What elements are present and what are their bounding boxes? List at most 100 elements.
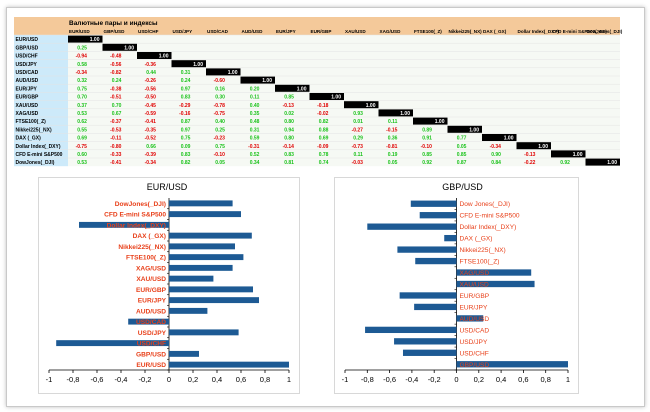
matrix-cell-value: 0.29 [353, 136, 363, 142]
matrix-row-label: USD/CHF [16, 54, 38, 60]
matrix-row-label: FTSE100(_Z) [16, 119, 47, 125]
bar [128, 318, 169, 325]
category-label: EUR/JPY [138, 298, 167, 305]
matrix-diagonal-cell [275, 84, 310, 92]
matrix-cell-value: 0.20 [250, 86, 260, 92]
matrix-cell-value: 0.75 [215, 144, 225, 150]
x-tick-label: 0,2 [188, 375, 198, 384]
bar [456, 315, 484, 322]
matrix-cell-value: 0.69 [77, 136, 87, 142]
matrix-cell-value: 0.89 [422, 127, 432, 133]
matrix-cell-value: 0.80 [284, 119, 294, 125]
matrix-cell-value: -0.34 [490, 144, 502, 150]
matrix-cell-value: -0.29 [179, 103, 191, 109]
matrix-cell-value: 0.05 [388, 160, 398, 166]
category-label: Dollar Index(_DXY) [460, 224, 517, 231]
category-label: EUR/GBP [460, 293, 490, 300]
matrix-cell-value: 0.83 [181, 152, 191, 158]
matrix-diagonal-cell [344, 101, 379, 109]
matrix-diagonal-cell [309, 93, 344, 100]
x-tick-label: 0,4 [496, 375, 506, 384]
matrix-cell-value: 1.00 [469, 127, 479, 133]
matrix-cell-value: -0.03 [352, 160, 364, 166]
category-label: FTSE100(_Z) [126, 255, 166, 262]
matrix-cell-value: -0.75 [214, 111, 226, 117]
chart-eurusd-panel: EUR/USD -1 -0,8 -0,6 -0,4 -0,2 0 0,2 0,4 0,6 0,8 1 D… [38, 177, 300, 394]
x-tick-label: -0,4 [115, 375, 128, 384]
matrix-cell-value: 0.32 [77, 78, 87, 84]
bar [456, 269, 532, 276]
matrix-cell-value: -0.53 [110, 127, 122, 133]
matrix-column-header: XAU/USD [345, 29, 366, 34]
matrix-cell-value: -0.59 [145, 111, 157, 117]
matrix-cell-value: -0.36 [145, 62, 157, 68]
matrix-cell-value: 0.67 [112, 111, 122, 117]
matrix-cell-value: 0.97 [181, 86, 191, 92]
matrix-column-header: USD/CHF [138, 29, 159, 34]
matrix-cell-value: 1.00 [400, 111, 410, 117]
matrix-cell-value: 1.00 [366, 103, 376, 109]
x-tick-label: 0 [454, 375, 458, 384]
matrix-cell-value: 0.60 [77, 152, 87, 158]
matrix-column-header: CFD E-mini S&P500(_ES) [552, 29, 607, 34]
matrix-cell-value: -0.56 [145, 86, 157, 92]
matrix-cell-value: -0.41 [145, 119, 157, 125]
x-tick-label: -0,2 [428, 375, 441, 384]
matrix-row-label: USD/JPY [16, 62, 38, 68]
matrix-cell-value: 0.25 [77, 45, 87, 51]
matrix-cell-value: -0.33 [110, 152, 122, 158]
bar [169, 200, 233, 207]
matrix-cell-value: 0.70 [112, 103, 122, 109]
matrix-cell-value: 1.00 [228, 70, 238, 76]
matrix-cell-value: -0.31 [248, 144, 260, 150]
matrix-cell-value: 0.25 [215, 127, 225, 133]
category-label: USD/CAD [460, 327, 490, 334]
category-label: CFD E-mini S&P500 [104, 212, 166, 219]
matrix-diagonal-cell [206, 68, 241, 76]
matrix-cell-value: 1.00 [573, 152, 583, 158]
matrix-cell-value: 0.11 [388, 119, 398, 125]
matrix-cell-value: -0.41 [110, 160, 122, 166]
matrix-cell-value: 1.00 [435, 119, 445, 125]
bar [169, 275, 214, 282]
category-label: USD/JPY [460, 339, 488, 346]
matrix-cell-value: -0.27 [352, 127, 364, 133]
matrix-cell-value: 0.87 [457, 160, 467, 166]
matrix-column-header: EUR/USD [69, 29, 90, 34]
x-tick-label: -1 [46, 375, 53, 384]
category-label: EUR/JPY [460, 304, 488, 311]
chart-gbpusd-panel: GBP/USD -1 -0,8 -0,6 -0,4 -0,2 0 0,2 0,4 0,6 0,8 1 D… [334, 177, 579, 394]
matrix-column-header: GBP/USD [104, 29, 126, 34]
matrix-row-label: GBP/USD [16, 45, 39, 51]
matrix-cell-value: 0.85 [457, 152, 467, 158]
matrix-cell-value: 0.83 [181, 95, 191, 101]
matrix-column-header: Nikkei225(_NX) [449, 29, 483, 34]
matrix-cell-value: 0.05 [215, 160, 225, 166]
category-label: XAG/USD [460, 270, 490, 277]
matrix-cell-value: -0.10 [421, 144, 433, 150]
matrix-cell-value: 0.92 [560, 160, 570, 166]
matrix-cell-value: 0.35 [250, 111, 260, 117]
matrix-cell-value: -0.56 [110, 62, 122, 68]
matrix-cell-value: 1.00 [538, 144, 548, 150]
matrix-diagonal-cell [551, 150, 586, 158]
chart-title: GBP/USD [442, 182, 483, 192]
matrix-row-label: AUD/USD [16, 78, 39, 84]
x-tick-label: 0,6 [518, 375, 528, 384]
matrix-cell-value: -0.52 [145, 136, 157, 142]
matrix-cell-value: 0.87 [181, 119, 191, 125]
category-label: DAX (_GX) [460, 236, 493, 243]
matrix-cell-value: -0.10 [214, 152, 226, 158]
chart-eurusd: EUR/USD -1 -0,8 -0,6 -0,4 -0,2 0 0,2 0,4 0,6 0,8 1 D… [46, 182, 291, 384]
matrix-cell-value: -0.11 [110, 136, 121, 142]
bar [397, 246, 457, 253]
matrix-row-label: USD/CAD [16, 70, 39, 76]
matrix-cell-value: 1.00 [193, 62, 203, 68]
matrix-cell-value: 0.58 [77, 62, 87, 68]
matrix-column-header: AUD/USD [242, 29, 264, 34]
matrix-cell-value: 0.59 [250, 136, 260, 142]
matrix-cell-value: 0.94 [284, 127, 294, 133]
x-tick-label: 0,8 [540, 375, 550, 384]
matrix-column-header: USD/CAD [207, 29, 229, 34]
bar [169, 286, 253, 293]
